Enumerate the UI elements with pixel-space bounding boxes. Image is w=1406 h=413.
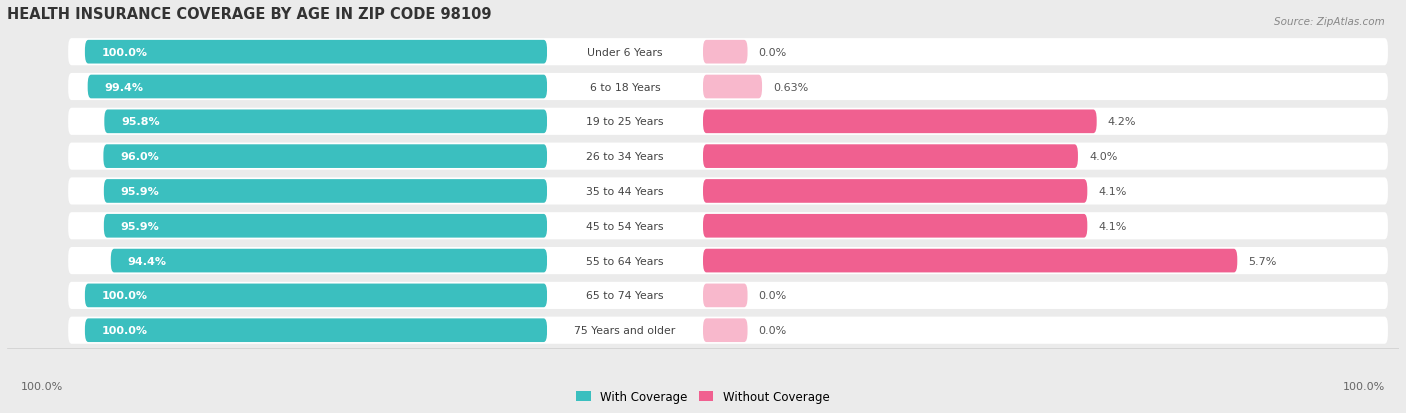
Text: 100.0%: 100.0% [1343,381,1385,391]
Text: 100.0%: 100.0% [101,47,148,57]
FancyBboxPatch shape [703,249,1237,273]
Text: 95.9%: 95.9% [121,221,159,231]
FancyBboxPatch shape [84,318,547,342]
Text: 95.8%: 95.8% [121,117,160,127]
Text: 0.0%: 0.0% [759,325,787,335]
FancyBboxPatch shape [703,145,1078,169]
Text: 99.4%: 99.4% [104,82,143,92]
FancyBboxPatch shape [69,74,1388,101]
Text: 35 to 44 Years: 35 to 44 Years [586,187,664,197]
FancyBboxPatch shape [104,145,547,169]
Text: 65 to 74 Years: 65 to 74 Years [586,291,664,301]
FancyBboxPatch shape [703,41,748,64]
FancyBboxPatch shape [69,178,1388,205]
FancyBboxPatch shape [69,143,1388,170]
Text: 4.1%: 4.1% [1098,187,1126,197]
FancyBboxPatch shape [547,76,703,99]
Text: 100.0%: 100.0% [101,325,148,335]
Text: 45 to 54 Years: 45 to 54 Years [586,221,664,231]
Text: 4.0%: 4.0% [1090,152,1118,162]
Text: Source: ZipAtlas.com: Source: ZipAtlas.com [1274,17,1385,26]
Text: 94.4%: 94.4% [128,256,166,266]
Legend: With Coverage, Without Coverage: With Coverage, Without Coverage [572,385,834,408]
FancyBboxPatch shape [69,317,1388,344]
FancyBboxPatch shape [547,180,703,203]
Text: HEALTH INSURANCE COVERAGE BY AGE IN ZIP CODE 98109: HEALTH INSURANCE COVERAGE BY AGE IN ZIP … [7,7,492,22]
FancyBboxPatch shape [547,249,703,273]
Text: 55 to 64 Years: 55 to 64 Years [586,256,664,266]
Text: 75 Years and older: 75 Years and older [575,325,676,335]
Text: 19 to 25 Years: 19 to 25 Years [586,117,664,127]
Text: 100.0%: 100.0% [21,381,63,391]
Text: 5.7%: 5.7% [1249,256,1277,266]
FancyBboxPatch shape [547,41,703,64]
FancyBboxPatch shape [84,284,547,308]
FancyBboxPatch shape [547,318,703,342]
FancyBboxPatch shape [703,110,1097,134]
FancyBboxPatch shape [547,214,703,238]
Text: 0.0%: 0.0% [759,291,787,301]
Text: 4.1%: 4.1% [1098,221,1126,231]
Text: 96.0%: 96.0% [120,152,159,162]
Text: Under 6 Years: Under 6 Years [588,47,662,57]
FancyBboxPatch shape [84,41,547,64]
Text: 95.9%: 95.9% [121,187,159,197]
FancyBboxPatch shape [703,284,748,308]
FancyBboxPatch shape [69,213,1388,240]
FancyBboxPatch shape [104,214,547,238]
Text: 26 to 34 Years: 26 to 34 Years [586,152,664,162]
Text: 0.63%: 0.63% [773,82,808,92]
FancyBboxPatch shape [703,318,748,342]
FancyBboxPatch shape [69,39,1388,66]
FancyBboxPatch shape [69,282,1388,309]
FancyBboxPatch shape [547,110,703,134]
FancyBboxPatch shape [104,110,547,134]
Text: 100.0%: 100.0% [101,291,148,301]
FancyBboxPatch shape [104,180,547,203]
FancyBboxPatch shape [703,76,762,99]
FancyBboxPatch shape [87,76,547,99]
FancyBboxPatch shape [547,284,703,308]
FancyBboxPatch shape [703,180,1087,203]
FancyBboxPatch shape [69,247,1388,275]
Text: 6 to 18 Years: 6 to 18 Years [589,82,661,92]
Text: 0.0%: 0.0% [759,47,787,57]
FancyBboxPatch shape [547,145,703,169]
FancyBboxPatch shape [111,249,547,273]
FancyBboxPatch shape [69,109,1388,135]
Text: 4.2%: 4.2% [1108,117,1136,127]
FancyBboxPatch shape [703,214,1087,238]
